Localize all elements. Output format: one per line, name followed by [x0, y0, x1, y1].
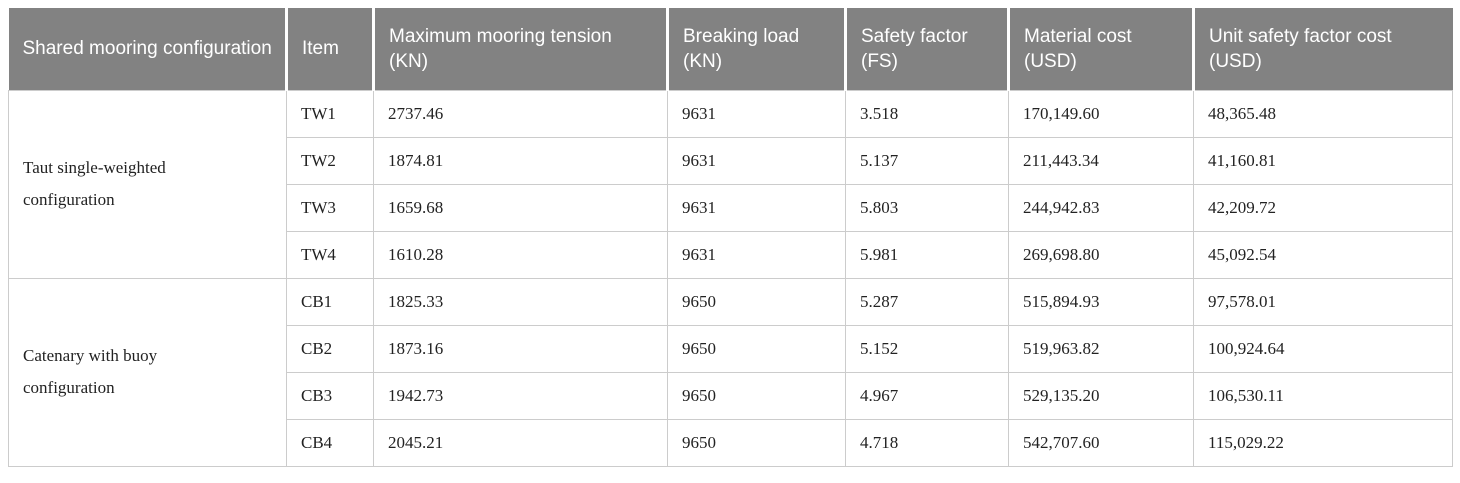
- material-cost-cell: 529,135.20: [1008, 371, 1194, 420]
- safety-factor-cell: 4.718: [845, 418, 1009, 467]
- material-cost-cell: 211,443.34: [1008, 136, 1194, 185]
- material-cost-cell: 170,149.60: [1008, 89, 1194, 138]
- unit-safety-factor-cost-cell: 42,209.72: [1193, 183, 1453, 232]
- unit-safety-factor-cost-cell: 97,578.01: [1193, 277, 1453, 326]
- unit-safety-factor-cost-cell: 41,160.81: [1193, 136, 1453, 185]
- table-row: TW2 1874.81 9631 5.137 211,443.34 41,160…: [9, 136, 1453, 185]
- table-row: CB4 2045.21 9650 4.718 542,707.60 115,02…: [9, 418, 1453, 467]
- breaking-load-cell: 9631: [667, 183, 846, 232]
- material-cost-cell: 515,894.93: [1008, 277, 1194, 326]
- material-cost-cell: 519,963.82: [1008, 324, 1194, 373]
- unit-safety-factor-cost-cell: 106,530.11: [1193, 371, 1453, 420]
- material-cost-cell: 269,698.80: [1008, 230, 1194, 279]
- breaking-load-cell: 9650: [667, 371, 846, 420]
- table-row: CB2 1873.16 9650 5.152 519,963.82 100,92…: [9, 324, 1453, 373]
- item-cell: CB3: [286, 371, 374, 420]
- config-label: Taut single-weighted configuration: [23, 157, 166, 209]
- mooring-cost-table: Shared mooring configuration Item Maximu…: [8, 8, 1453, 467]
- config-cell-catenary: Catenary with buoy configuration: [8, 277, 287, 467]
- safety-factor-cell: 5.287: [845, 277, 1009, 326]
- item-cell: TW1: [286, 89, 374, 138]
- item-cell: CB1: [286, 277, 374, 326]
- table-row: TW3 1659.68 9631 5.803 244,942.83 42,209…: [9, 183, 1453, 232]
- max-tension-cell: 1659.68: [373, 183, 668, 232]
- max-tension-cell: 2045.21: [373, 418, 668, 467]
- header-breaking-load: Breaking load (KN): [666, 8, 846, 90]
- safety-factor-cell: 4.967: [845, 371, 1009, 420]
- breaking-load-cell: 9650: [667, 418, 846, 467]
- unit-safety-factor-cost-cell: 48,365.48: [1193, 89, 1453, 138]
- item-cell: TW2: [286, 136, 374, 185]
- max-tension-cell: 1610.28: [373, 230, 668, 279]
- max-tension-cell: 2737.46: [373, 89, 668, 138]
- material-cost-cell: 244,942.83: [1008, 183, 1194, 232]
- unit-safety-factor-cost-cell: 100,924.64: [1193, 324, 1453, 373]
- header-material-cost: Material cost (USD): [1007, 8, 1194, 90]
- table-header: Shared mooring configuration Item Maximu…: [8, 8, 1453, 90]
- breaking-load-cell: 9631: [667, 136, 846, 185]
- unit-safety-factor-cost-cell: 115,029.22: [1193, 418, 1453, 467]
- header-shared-mooring-configuration: Shared mooring configuration: [8, 8, 287, 90]
- safety-factor-cell: 5.152: [845, 324, 1009, 373]
- safety-factor-cell: 5.981: [845, 230, 1009, 279]
- table-row: Taut single-weighted configuration TW1 2…: [8, 89, 1453, 279]
- header-unit-safety-factor-cost: Unit safety factor cost (USD): [1192, 8, 1453, 90]
- header-safety-factor: Safety factor (FS): [844, 8, 1009, 90]
- unit-safety-factor-cost-cell: 45,092.54: [1193, 230, 1453, 279]
- table-body: Taut single-weighted configuration TW1 2…: [8, 89, 1453, 467]
- max-tension-cell: 1825.33: [373, 277, 668, 326]
- breaking-load-cell: 9650: [667, 324, 846, 373]
- max-tension-cell: 1942.73: [373, 371, 668, 420]
- safety-factor-cell: 5.137: [845, 136, 1009, 185]
- config-cell-taut: Taut single-weighted configuration: [8, 89, 287, 279]
- item-cell: TW4: [286, 230, 374, 279]
- table-row: Catenary with buoy configuration CB1 182…: [8, 277, 1453, 467]
- safety-factor-cell: 3.518: [845, 89, 1009, 138]
- header-item: Item: [285, 8, 374, 90]
- material-cost-cell: 542,707.60: [1008, 418, 1194, 467]
- item-cell: CB4: [286, 418, 374, 467]
- table-row: TW4 1610.28 9631 5.981 269,698.80 45,092…: [9, 230, 1453, 279]
- table-row: CB3 1942.73 9650 4.967 529,135.20 106,53…: [9, 371, 1453, 420]
- max-tension-cell: 1874.81: [373, 136, 668, 185]
- item-cell: TW3: [286, 183, 374, 232]
- config-label: Catenary with buoy configuration: [23, 345, 158, 397]
- breaking-load-cell: 9631: [667, 230, 846, 279]
- safety-factor-cell: 5.803: [845, 183, 1009, 232]
- max-tension-cell: 1873.16: [373, 324, 668, 373]
- breaking-load-cell: 9650: [667, 277, 846, 326]
- item-cell: CB2: [286, 324, 374, 373]
- header-row: Shared mooring configuration Item Maximu…: [8, 8, 1453, 90]
- breaking-load-cell: 9631: [667, 89, 846, 138]
- header-maximum-mooring-tension: Maximum mooring tension (KN): [372, 8, 668, 90]
